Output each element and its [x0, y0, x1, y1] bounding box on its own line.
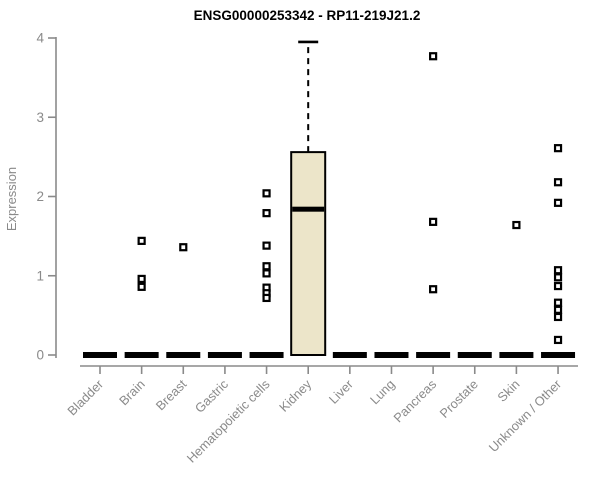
collapsed-box	[457, 352, 492, 358]
outlier-point	[553, 273, 563, 282]
collapsed-box	[541, 352, 576, 358]
outlier-point	[553, 281, 563, 291]
outlier-point	[553, 312, 563, 322]
y-axis-tick-label: 3	[36, 110, 44, 125]
outlier-point	[429, 285, 438, 294]
collapsed-box	[416, 352, 451, 358]
collapsed-box	[83, 352, 117, 358]
outlier-point	[553, 298, 563, 307]
x-axis-label: Pancreas	[390, 377, 439, 426]
outlier-point	[429, 217, 438, 226]
outlier-point	[553, 305, 563, 314]
chart-title: ENSG00000253342 - RP11-219J21.2	[193, 8, 421, 23]
outlier-point	[179, 243, 188, 252]
median-line	[292, 206, 325, 212]
outlier-point	[262, 241, 271, 250]
outlier-point	[429, 52, 438, 61]
x-axis-label: Prostate	[437, 377, 481, 421]
x-axis-label: Gastric	[192, 376, 232, 416]
collapsed-box	[166, 352, 201, 358]
outlier-point	[137, 236, 146, 245]
outlier-point	[553, 144, 563, 153]
x-axis-label: Skin	[494, 377, 522, 405]
collapsed-box	[374, 352, 409, 358]
x-axis-label: Unknown / Other	[486, 376, 565, 455]
collapsed-box	[249, 352, 284, 358]
y-axis-tick-label: 1	[36, 268, 44, 283]
outlier-point	[262, 262, 271, 271]
x-axis-label: Breast	[153, 376, 190, 413]
collapsed-box	[499, 352, 534, 358]
outlier-point	[262, 269, 271, 278]
y-axis-tick-label: 2	[36, 189, 44, 204]
outlier-point	[512, 220, 521, 230]
outlier-point	[553, 335, 563, 345]
collapsed-box	[124, 352, 159, 358]
outlier-point	[553, 198, 563, 207]
outlier-point	[262, 189, 271, 198]
outlier-point	[262, 293, 271, 303]
x-axis-label: Brain	[116, 377, 148, 409]
collapsed-box	[207, 352, 242, 358]
outlier-point	[553, 178, 563, 187]
x-axis-label: Bladder	[64, 376, 106, 418]
y-axis-tick-label: 0	[36, 348, 44, 363]
outlier-point	[137, 282, 146, 291]
y-axis-tick-label: 4	[36, 31, 44, 46]
x-axis-label: Kidney	[276, 376, 315, 415]
x-axis-label: Lung	[367, 377, 398, 408]
outlier-point	[262, 209, 271, 218]
x-axis-label: Liver	[326, 376, 357, 407]
box	[290, 151, 327, 356]
collapsed-box	[332, 352, 367, 358]
outlier-point	[137, 274, 146, 284]
outlier-point	[553, 266, 563, 275]
